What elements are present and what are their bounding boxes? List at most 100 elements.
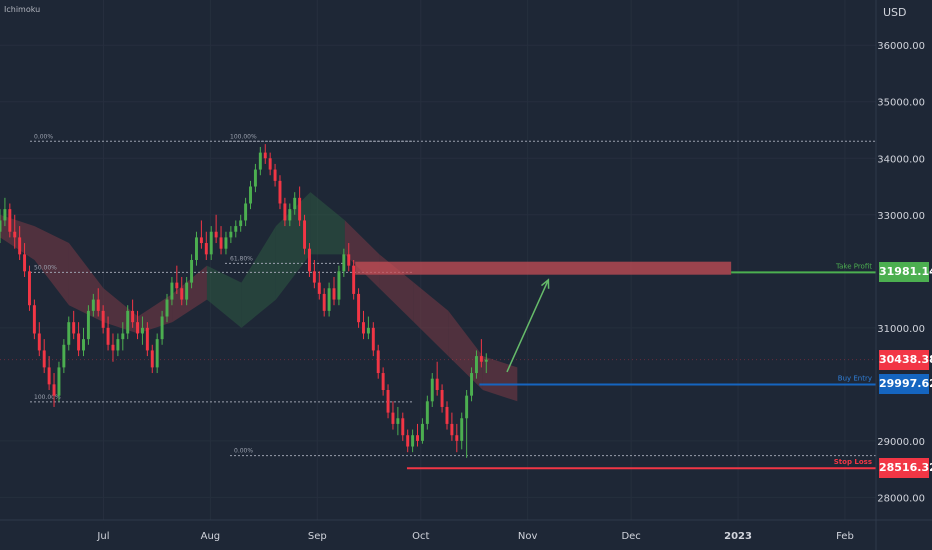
price-tick-label: 31000.00: [877, 324, 925, 335]
time-tick-label: Oct: [412, 531, 429, 542]
candle-body: [420, 423, 424, 441]
arrow-shaft: [506, 279, 550, 373]
candle-body: [150, 350, 154, 368]
candle-body: [332, 288, 336, 300]
candle-body: [204, 243, 208, 255]
candle-body: [293, 197, 297, 210]
candle-body: [366, 327, 370, 334]
candle-body: [317, 282, 321, 294]
fib-label-right: 100.00%: [230, 133, 257, 140]
candle-body: [396, 418, 400, 424]
candle-body: [249, 186, 252, 204]
fib-label-right: 61.80%: [230, 255, 253, 262]
candle-body: [27, 271, 31, 306]
trade-levels: Take Profit Buy Entry Stop Loss: [0, 262, 876, 470]
cloud-segment: [34, 226, 69, 306]
candle-body: [72, 322, 76, 334]
candle-body: [82, 339, 85, 351]
candle-body: [303, 220, 307, 249]
candle-body: [57, 367, 61, 396]
fib-label-left: 50.00%: [34, 264, 57, 271]
cloud-segment: [68, 243, 104, 323]
price-axis[interactable]: 36000.00 35000.00 34000.00 33000.00 31000.00…: [877, 41, 925, 504]
price-tick-label: 33000.00: [877, 211, 925, 222]
candle-body: [47, 367, 51, 385]
fib-label-left: 100.00%: [34, 394, 61, 401]
cloud-segment: [448, 310, 483, 390]
stop-loss-label: Stop Loss: [834, 458, 872, 466]
entry-label: Buy Entry: [838, 374, 872, 382]
candle-body: [101, 310, 105, 328]
currency-label: USD: [883, 6, 907, 19]
candle-body: [219, 237, 223, 249]
time-tick-label: Dec: [621, 531, 640, 542]
candle-body: [327, 288, 331, 311]
current-price-tag: 30438.38: [879, 349, 932, 370]
indicator-label: Ichimoku: [4, 5, 40, 14]
cloud-segment: [413, 282, 449, 357]
candle-body: [440, 390, 444, 407]
candle-body: [406, 435, 410, 447]
candle-body: [0, 220, 2, 232]
candle-body: [18, 237, 22, 255]
candle-body: [195, 237, 198, 260]
candle-body: [32, 305, 36, 334]
fibonacci-levels: 0.00% 50.00% 100.00% 100.00% 61.80% 0.00%: [30, 133, 876, 457]
fib-label-right: 0.00%: [234, 448, 253, 455]
candle-body: [131, 310, 135, 323]
price-tick-label: 29000.00: [877, 437, 925, 448]
candle-body: [8, 209, 12, 232]
candle-body: [185, 282, 189, 300]
entry-price-tag: 29997.62: [879, 374, 932, 395]
time-tick-label: Jul: [96, 531, 109, 542]
candle-body: [460, 418, 464, 441]
candle-body: [121, 333, 125, 340]
candle-body: [234, 226, 238, 232]
grid-layer: [0, 0, 876, 520]
candle-body: [239, 220, 243, 227]
candle-body: [244, 203, 248, 221]
candle-body: [425, 401, 429, 424]
candle-body: [268, 158, 272, 170]
candle-body: [347, 254, 351, 266]
candle-body: [3, 209, 7, 221]
candles: [0, 144, 488, 458]
price-tick-label: 28000.00: [877, 493, 925, 504]
candle-body: [401, 418, 405, 436]
time-tick-label: Sep: [308, 531, 327, 542]
candle-body: [126, 310, 130, 334]
candle-body: [199, 237, 203, 244]
candle-body: [190, 260, 194, 283]
candle-body: [145, 327, 149, 351]
candle-body: [170, 282, 174, 300]
candle-body: [86, 310, 90, 340]
candle-body: [391, 412, 395, 424]
cloud-segment: [103, 288, 138, 334]
candle-body: [214, 231, 218, 238]
candle-body: [411, 435, 415, 447]
price-tick-label: 34000.00: [877, 154, 925, 165]
candle-body: [450, 423, 454, 436]
candle-body: [381, 373, 385, 390]
time-tick-label: Feb: [836, 531, 854, 542]
cloud-segment: [172, 265, 207, 323]
candle-body: [430, 378, 434, 402]
candle-body: [209, 231, 213, 255]
candle-body: [96, 299, 100, 311]
cloud-segment: [206, 265, 242, 328]
cloud-segment: [310, 192, 345, 255]
candle-body: [23, 254, 27, 272]
candle-body: [474, 356, 478, 374]
candle-body: [116, 339, 120, 351]
candle-body: [465, 395, 469, 419]
price-tick-label: 36000.00: [877, 41, 925, 52]
time-axis[interactable]: Jul Aug Sep Oct Nov Dec 2023 Feb: [96, 531, 853, 542]
candle-body: [263, 152, 267, 159]
candle-body: [165, 299, 169, 317]
candle-body: [253, 169, 257, 187]
candle-body: [91, 299, 95, 311]
candle-body: [224, 237, 228, 249]
time-tick-label: 2023: [724, 531, 752, 542]
